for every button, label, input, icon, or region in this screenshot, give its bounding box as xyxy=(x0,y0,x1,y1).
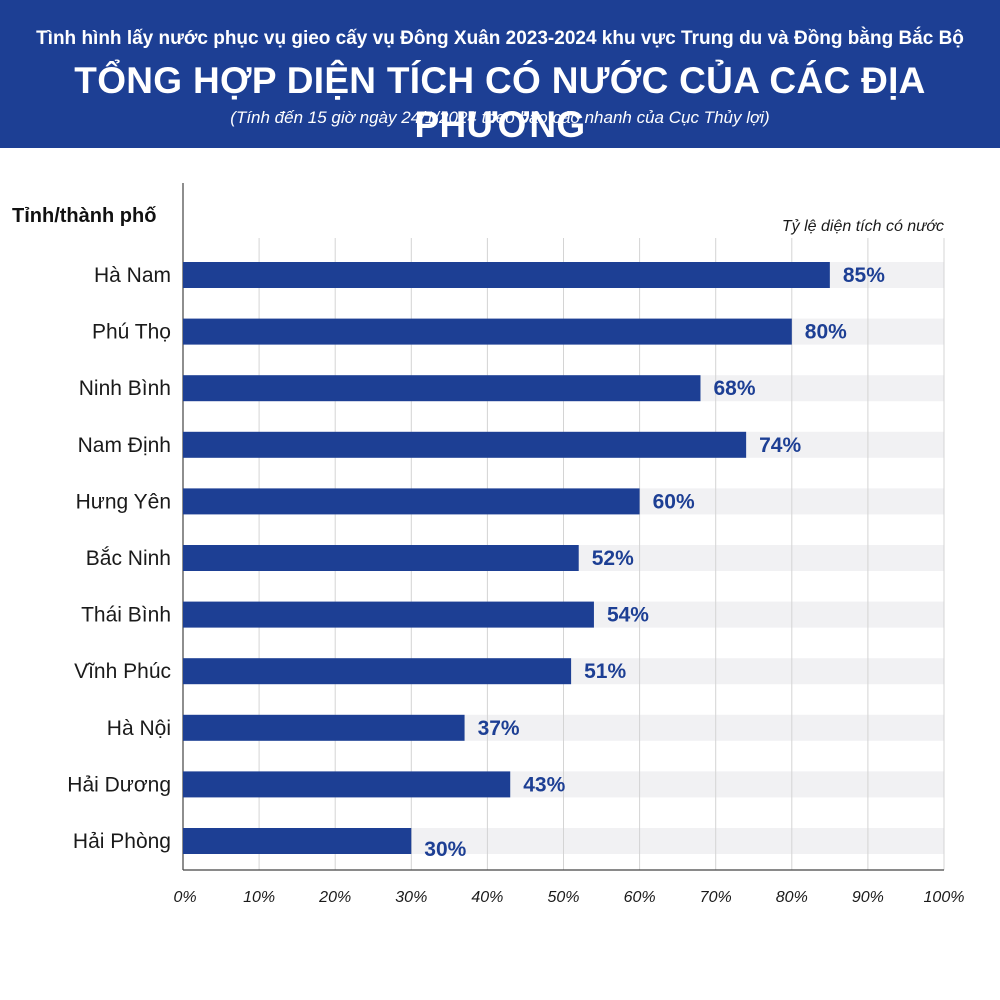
value-label: 85% xyxy=(843,264,885,287)
category-label: Bắc Ninh xyxy=(86,547,171,570)
value-label: 43% xyxy=(523,773,565,796)
category-label: Phú Thọ xyxy=(92,321,171,344)
category-label: Ninh Bình xyxy=(79,377,171,400)
category-label: Hải Dương xyxy=(67,773,171,796)
bar-chart: Tỉnh/thành phố Tỷ lệ diện tích có nước Hà … xyxy=(12,183,965,906)
category-label: Hải Phòng xyxy=(73,830,171,853)
value-label: 74% xyxy=(759,434,801,457)
chart-header: Tình hình lấy nước phục vụ gieo cấy vụ Đ… xyxy=(0,0,1000,148)
value-label: 51% xyxy=(584,660,626,683)
x-axis-title: Tỷ lệ diện tích có nước xyxy=(782,218,944,235)
x-tick-label: 50% xyxy=(547,889,579,906)
chart-title: TỔNG HỢP DIỆN TÍCH CÓ NƯỚC CỦA CÁC ĐỊA P… xyxy=(74,60,926,145)
value-label: 52% xyxy=(592,547,634,570)
value-label: 37% xyxy=(478,717,520,740)
x-tick-label: 10% xyxy=(243,889,275,906)
x-tick-label: 100% xyxy=(924,889,965,906)
bar xyxy=(183,601,594,628)
value-label: 68% xyxy=(713,377,755,400)
x-tick-label: 20% xyxy=(318,889,351,906)
bar xyxy=(183,714,465,741)
x-tick-label: 70% xyxy=(700,889,732,906)
bar xyxy=(183,828,412,854)
bar xyxy=(183,771,511,798)
y-axis-title: Tỉnh/thành phố xyxy=(12,205,156,227)
category-label: Hà Nam xyxy=(94,264,171,287)
x-tick-label: 90% xyxy=(852,889,884,906)
bar xyxy=(183,262,830,288)
x-tick-label: 80% xyxy=(776,889,808,906)
category-label: Vĩnh Phúc xyxy=(74,660,171,683)
x-tick-label: 40% xyxy=(471,889,503,906)
value-label: 30% xyxy=(424,838,466,861)
category-label: Hưng Yên xyxy=(76,490,171,513)
bar xyxy=(183,488,640,515)
bar xyxy=(183,318,792,345)
category-label: Hà Nội xyxy=(107,717,171,740)
category-label: Thái Bình xyxy=(81,604,171,627)
chart-subtitle: (Tính đến 15 giờ ngày 24/1/2024 theo báo… xyxy=(230,108,770,127)
value-label: 80% xyxy=(805,321,847,344)
chart-area: Tỉnh/thành phố Tỷ lệ diện tích có nước Hà … xyxy=(0,148,1000,1000)
chart-supertitle: Tình hình lấy nước phục vụ gieo cấy vụ Đ… xyxy=(36,28,964,49)
bar xyxy=(183,545,579,571)
bar xyxy=(183,658,572,685)
category-label: Nam Định xyxy=(78,434,171,457)
value-label: 54% xyxy=(607,604,649,627)
bar xyxy=(183,375,701,402)
x-tick-label: 30% xyxy=(395,889,427,906)
x-tick-label: 60% xyxy=(624,889,656,906)
x-tick-label: 0% xyxy=(173,889,196,906)
bar xyxy=(183,431,747,458)
value-label: 60% xyxy=(653,490,695,513)
